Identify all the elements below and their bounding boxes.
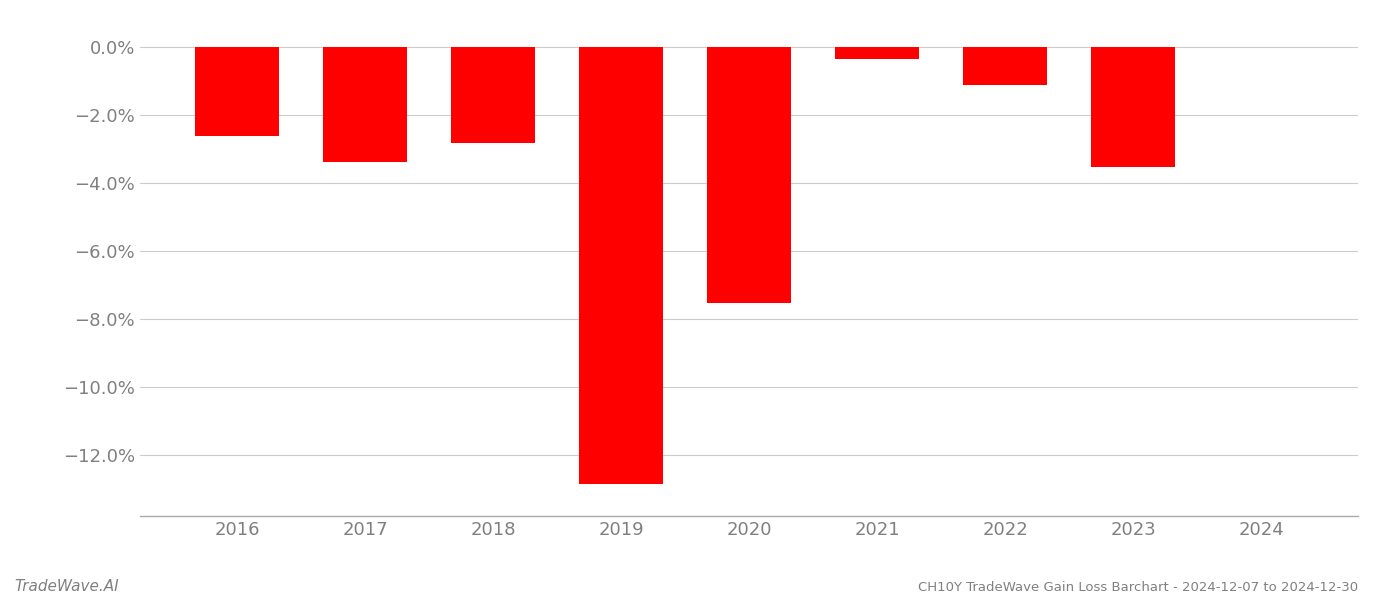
Bar — [323, 47, 406, 162]
Bar — [451, 47, 535, 143]
Bar — [1092, 47, 1175, 167]
Text: TradeWave.AI: TradeWave.AI — [14, 579, 119, 594]
Text: CH10Y TradeWave Gain Loss Barchart - 2024-12-07 to 2024-12-30: CH10Y TradeWave Gain Loss Barchart - 202… — [918, 581, 1358, 594]
Bar — [707, 47, 791, 302]
Bar — [580, 47, 662, 484]
Bar — [836, 47, 918, 59]
Bar — [963, 47, 1047, 85]
Bar — [196, 47, 279, 136]
